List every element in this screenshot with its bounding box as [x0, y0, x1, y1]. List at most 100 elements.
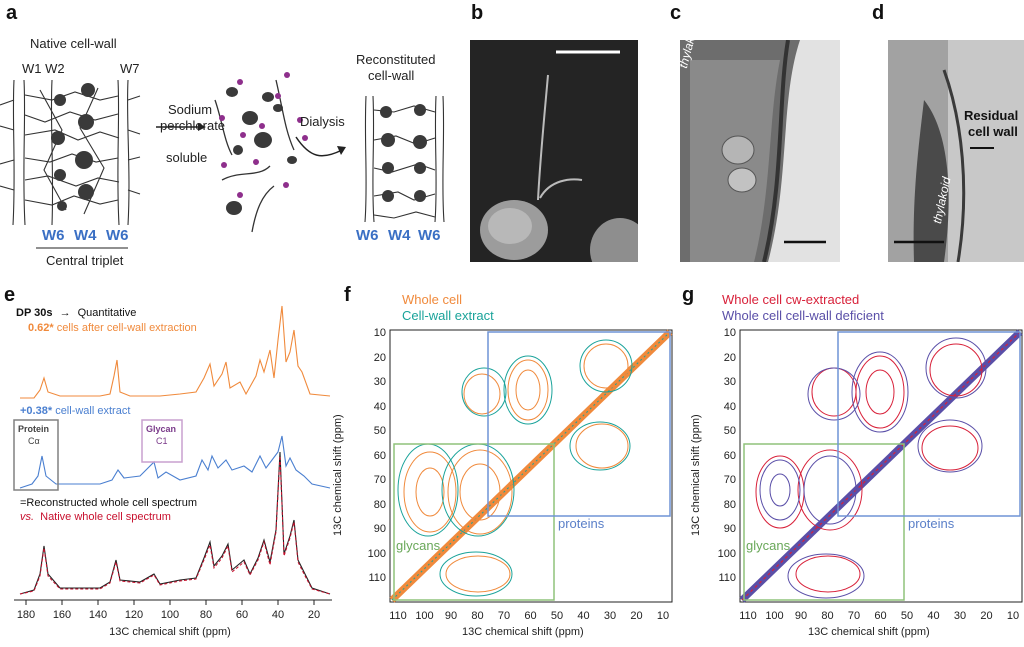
f-x-tick-label: 110	[389, 610, 407, 622]
spectrum-reconstructed	[19, 451, 331, 595]
f-x-tick-label: 30	[603, 610, 617, 622]
g-x-axis-label: 13C chemical shift (ppm)	[808, 626, 930, 638]
f-legend-cw-extract: Cell-wall extract	[402, 308, 494, 323]
g-glycans-box	[743, 443, 905, 601]
g-y-axis-label: 13C chemical shift (ppm)	[690, 414, 702, 536]
f-y-tick-label: 90	[373, 523, 386, 535]
spectrum-native	[19, 455, 331, 595]
e-x-tick-label: 100	[161, 609, 179, 621]
e-x-tick-label: 180	[17, 609, 35, 621]
orange-annotation: 0.62* cells after cell-wall extraction	[28, 322, 197, 334]
f-y-tick-label: 100	[367, 547, 386, 560]
tem-image-d	[888, 40, 1024, 262]
recon-label: =Reconstructed whole cell spectrum	[20, 497, 197, 509]
f-y-tick-label: 50	[373, 425, 386, 437]
panel-label-b: b	[471, 2, 484, 24]
f-y-tick-label: 70	[373, 474, 386, 486]
w7-label: W7	[120, 61, 140, 76]
residual-label-2: cell wall	[968, 124, 1018, 139]
f-x-tick-label: 100	[415, 610, 434, 622]
sem-image	[470, 40, 638, 262]
vs-label: vs.	[20, 511, 34, 523]
g-y-tick-label: 80	[723, 498, 736, 511]
cells-label: cells after cell-wall extraction	[57, 322, 197, 334]
native-annotation: vs. Native whole cell spectrum	[20, 511, 171, 523]
w6-label: W6	[42, 227, 65, 244]
f-y-tick-label: 60	[373, 449, 386, 462]
g-proteins-label: proteins	[908, 516, 955, 531]
g-x-tick-label: 60	[874, 610, 887, 622]
e-x-tick-label: 80	[200, 609, 212, 621]
g-x-tick-label: 10	[1006, 610, 1020, 622]
tem-image-c	[680, 40, 840, 262]
panel-label-d: d	[872, 2, 885, 24]
f-proteins-label: proteins	[558, 516, 605, 531]
dp-label: DP 30s	[16, 307, 53, 319]
f-proteins-box	[487, 331, 671, 517]
spectrum-cells-extracted	[20, 305, 331, 399]
g-x-tick-label: 100	[765, 610, 784, 622]
e-x-tick-label: 20	[308, 609, 320, 621]
e-x-ticks: 180 160 140 120 100 80 60 40 20	[17, 600, 320, 621]
c1-label: C1	[156, 436, 168, 446]
dialysis-label: Dialysis	[300, 114, 345, 129]
g-y-tick-label: 70	[723, 474, 736, 486]
f-glycans-label: glycans	[396, 538, 441, 553]
g-y-tick-label: 20	[723, 351, 736, 364]
native-label: Native cell-wall	[30, 36, 117, 51]
f-y-tick-label: 40	[373, 400, 386, 413]
w6-label: W6	[106, 227, 129, 244]
g-y-tick-label: 50	[723, 425, 736, 437]
central-triplet-label: Central triplet	[46, 253, 124, 268]
g-x-tick-label: 80	[821, 610, 834, 622]
native-spectrum-label: Native whole cell spectrum	[40, 511, 171, 523]
f-x-tick-label: 60	[524, 610, 537, 622]
g-y-tick-label: 60	[723, 449, 736, 462]
f-y-tick-label: 30	[373, 376, 386, 388]
g-x-tick-label: 90	[794, 610, 808, 622]
g-x-tick-label: 50	[900, 610, 914, 622]
g-y-tick-label: 100	[717, 547, 736, 560]
f-y-tick-label: 20	[373, 351, 386, 364]
g-legend-cw-extracted: Whole cell cw-extracted	[722, 292, 860, 307]
arrow-glyph: →	[60, 307, 71, 319]
panel-label-g: g	[682, 284, 695, 306]
f-x-tick-label: 70	[497, 610, 511, 622]
f-x-tick-label: 90	[444, 610, 458, 622]
g-glycans-label: glycans	[746, 538, 791, 553]
cwextract-label: cell-wall extract	[55, 405, 130, 417]
g-x-tick-label: 30	[953, 610, 967, 622]
coef-1: 0.62*	[28, 322, 54, 334]
f-y-tick-label: 110	[368, 572, 386, 584]
glycan-box	[141, 419, 183, 463]
e-x-tick-label: 40	[272, 609, 284, 621]
sodium-label: Sodium	[168, 102, 212, 117]
g-y-tick-label: 110	[718, 572, 736, 584]
w4-label: W4	[74, 227, 97, 244]
g-x-tick-label: 110	[739, 610, 757, 622]
f-y-tick-label: 80	[373, 498, 386, 511]
glycan-label: Glycan	[146, 424, 176, 434]
e-x-tick-label: 140	[89, 609, 107, 621]
e-x-tick-label: 160	[53, 609, 71, 621]
g-legend-cw-deficient: Whole cell cell-wall deficient	[722, 308, 884, 323]
g-proteins-box	[837, 331, 1021, 517]
panel-a-diagram: Native cell-wall W1 W2 W7 Sodium perchlo…	[0, 36, 445, 268]
f-y-tick-label: 10	[373, 327, 386, 339]
perchlorate-label: perchlorate	[160, 118, 225, 133]
f-y-axis-label: 13C chemical shift (ppm)	[332, 414, 344, 536]
residual-label-1: Residual	[964, 108, 1019, 123]
w1w2-label: W1 W2	[22, 61, 65, 76]
panel-label-c: c	[670, 2, 682, 24]
g-y-tick-label: 10	[723, 327, 736, 339]
f-x-tick-label: 20	[630, 610, 643, 622]
e-x-tick-label: 60	[236, 609, 248, 621]
panel-label-f: f	[344, 284, 351, 306]
panel-label-e: e	[4, 284, 16, 306]
w6-label: W6	[418, 227, 441, 244]
blue-annotation: +0.38* cell-wall extract	[20, 405, 130, 417]
g-y-tick-label: 40	[723, 400, 736, 413]
g-x-tick-label: 40	[927, 610, 940, 622]
recon-label-2: cell-wall	[368, 68, 414, 83]
coef-2: +0.38*	[20, 405, 53, 417]
